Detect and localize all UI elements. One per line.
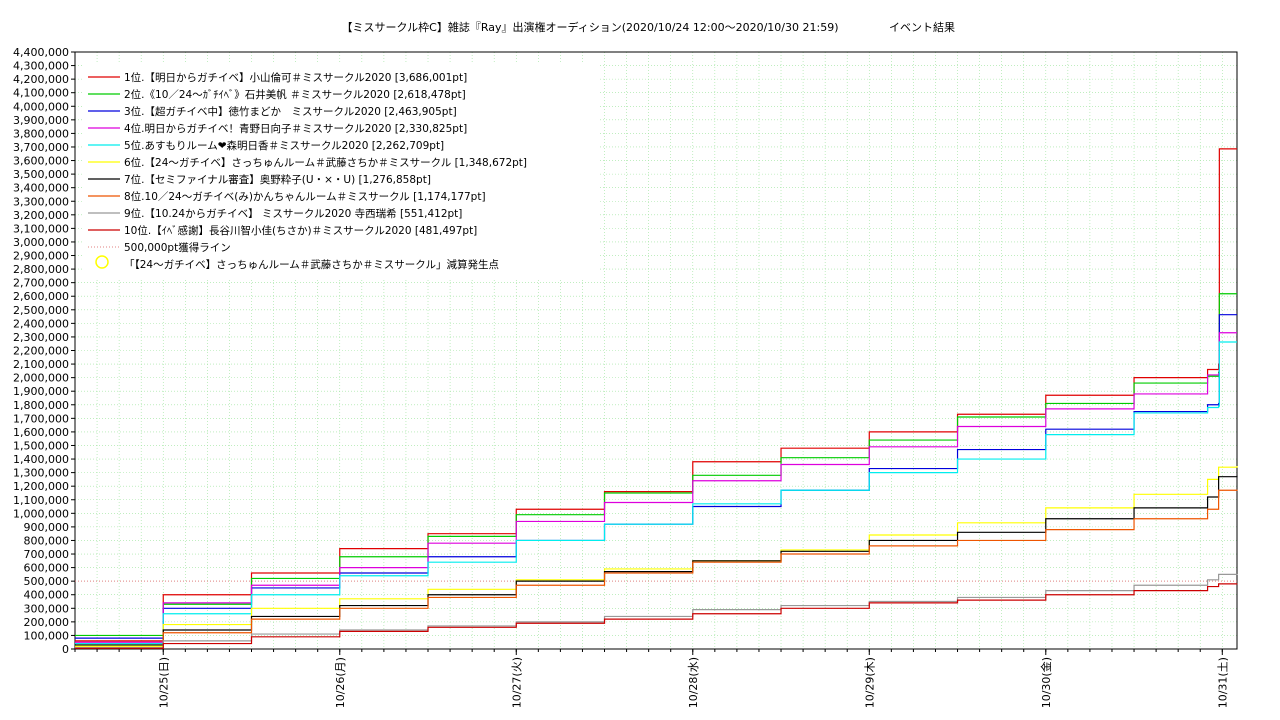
legend-label-4: 4位.明日からガチイベ！青野日向子＃ミスサークル2020 [2,330,825p…: [124, 122, 467, 135]
series-line-8: [75, 489, 1238, 649]
series-line-3: [75, 314, 1237, 639]
y-tick-label: 3,300,000: [13, 195, 69, 208]
y-tick-label: 4,300,000: [13, 60, 69, 73]
y-tick-label: 3,600,000: [13, 155, 69, 168]
y-tick-label: 4,200,000: [13, 73, 69, 86]
chart-subtitle: イベント結果: [889, 20, 955, 34]
y-tick-label: 0: [62, 643, 69, 656]
y-tick-label: 2,100,000: [13, 358, 69, 371]
y-tick-label: 2,800,000: [13, 263, 69, 276]
y-tick-label: 2,900,000: [13, 250, 69, 263]
legend: 1位.【明日からガチイベ】小山倫可＃ミスサークル2020 [3,686,001p…: [84, 64, 598, 278]
y-tick-label: 1,700,000: [13, 412, 69, 425]
y-tick-label: 3,500,000: [13, 168, 69, 181]
y-tick-label: 4,000,000: [13, 100, 69, 113]
y-tick-label: 3,800,000: [13, 127, 69, 140]
x-tick-label: 10/30(金): [1039, 657, 1053, 708]
y-tick-label: 1,100,000: [13, 494, 69, 507]
y-tick-label: 1,400,000: [13, 453, 69, 466]
y-tick-label: 1,000,000: [13, 507, 69, 520]
x-tick-label: 10/26(月): [334, 657, 347, 708]
y-tick-label: 3,900,000: [13, 114, 69, 127]
y-tick-label: 3,100,000: [13, 222, 69, 235]
series-line-5: [75, 341, 1237, 645]
y-tick-label: 3,400,000: [13, 182, 69, 195]
chart-title: 【ミスサークル枠C】雑誌『Ray』出演権オーディション(2020/10/24 1…: [341, 20, 838, 34]
series-line-4: [75, 332, 1237, 643]
y-tick-label: 1,800,000: [13, 399, 69, 412]
y-tick-label: 2,300,000: [13, 331, 69, 344]
y-tick-label: 1,300,000: [13, 467, 69, 480]
y-tick-label: 600,000: [24, 562, 70, 575]
y-tick-label: 300,000: [24, 602, 70, 615]
y-tick-label: 500,000: [24, 575, 70, 588]
series-group: [75, 148, 1238, 649]
y-tick-label: 100,000: [24, 629, 70, 642]
y-tick-label: 800,000: [24, 534, 70, 547]
y-tick-label: 2,200,000: [13, 345, 69, 358]
series-line-10: [75, 583, 1238, 649]
x-tick-label: 10/31(土): [1216, 657, 1229, 708]
y-tick-label: 2,700,000: [13, 277, 69, 290]
y-tick-label: 700,000: [24, 548, 70, 561]
series-line-2: [75, 293, 1237, 637]
legend-box: [84, 64, 598, 278]
legend-label-3: 3位.【超ガチイベ中】徳竹まどか ミスサークル2020 [2,463,905pt…: [124, 105, 457, 118]
legend-label-reference: 500,000pt獲得ライン: [124, 241, 231, 254]
y-tick-label: 4,100,000: [13, 87, 69, 100]
legend-label-10: 10位.【ｲﾍﾞ感謝】長谷川智小佳(ちさか)＃ミスサークル2020 [481,4…: [124, 224, 477, 237]
y-tick-label: 200,000: [24, 616, 70, 629]
x-tick-label: 10/29(木): [863, 657, 876, 708]
legend-label-5: 5位.あすもりルーム❤森明日香＃ミスサークル2020 [2,262,709pt]: [124, 139, 444, 152]
y-tick-label: 1,200,000: [13, 480, 69, 493]
legend-label-8: 8位.10／24〜ガチイベ(み)かんちゃんルーム＃ミスサークル [1,174,1…: [124, 190, 486, 203]
legend-label-2: 2位.《10／24〜ｶﾞﾁｲﾍﾞ》石井美帆 ＃ミスサークル2020 [2,618…: [124, 88, 466, 101]
y-tick-label: 400,000: [24, 589, 70, 602]
x-tick-label: 10/27(火): [510, 657, 523, 708]
y-tick-label: 1,500,000: [13, 439, 69, 452]
y-tick-label: 1,600,000: [13, 426, 69, 439]
legend-label-7: 7位.【セミファイナル審査】奥野粋子(U・×・U) [1,276,858pt]: [124, 173, 431, 186]
y-tick-label: 3,200,000: [13, 209, 69, 222]
legend-label-9: 9位.【10.24からガチイベ】 ミスサークル2020 寺西瑞希 [551,41…: [124, 207, 462, 220]
x-tick-label: 10/28(水): [687, 657, 700, 708]
series-line-9: [75, 573, 1238, 649]
x-tick-label: 10/25(日): [157, 657, 170, 708]
y-tick-label: 3,000,000: [13, 236, 69, 249]
y-tick-label: 2,400,000: [13, 317, 69, 330]
y-tick-label: 2,500,000: [13, 304, 69, 317]
legend-label-marker: 「【24〜ガチイベ】さっちゅんルーム＃武藤さちか＃ミスサークル」減算発生点: [124, 258, 499, 271]
y-tick-label: 900,000: [24, 521, 70, 534]
y-tick-label: 2,000,000: [13, 372, 69, 385]
legend-label-1: 1位.【明日からガチイベ】小山倫可＃ミスサークル2020 [3,686,001p…: [124, 71, 467, 84]
legend-label-6: 6位.【24〜ガチイベ】さっちゅんルーム＃武藤さちか＃ミスサークル [1,348…: [124, 156, 527, 169]
y-tick-label: 1,900,000: [13, 385, 69, 398]
legend-marker-icon: [95, 255, 109, 269]
axes: 0100,000200,000300,000400,000500,000600,…: [13, 46, 1238, 708]
y-tick-label: 2,600,000: [13, 290, 69, 303]
y-tick-label: 4,400,000: [13, 46, 69, 59]
y-tick-label: 3,700,000: [13, 141, 69, 154]
